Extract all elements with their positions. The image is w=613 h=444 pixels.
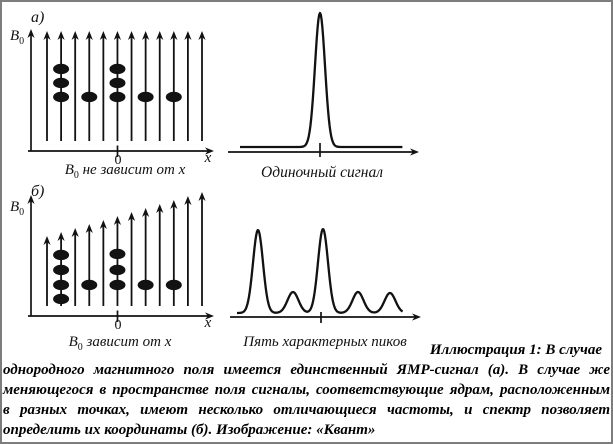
figure-caption-line: определить их координаты (б). Изображени… <box>3 422 376 438</box>
field-panel-a <box>27 29 214 157</box>
field-arrowhead <box>57 232 65 241</box>
signal-panel-single <box>228 11 419 157</box>
nucleus-dot <box>53 91 70 103</box>
field-arrowhead <box>142 208 150 217</box>
panel-b-caption-sub: 0 <box>77 342 83 353</box>
figure-caption: Иллюстрация 1: В случае однородного магн… <box>3 340 610 440</box>
panel-b-field-label: B0 <box>10 199 25 218</box>
nucleus-dot <box>53 279 70 291</box>
panel-b-caption-base: B <box>68 334 78 350</box>
field-arrowhead <box>198 31 206 40</box>
nucleus-dot <box>53 264 70 276</box>
signal-b-caption: Пять характерных пиков <box>243 334 407 350</box>
panel-b-field-label-sub: 0 <box>19 207 25 218</box>
panel-a-field-label-sub: 0 <box>19 36 25 47</box>
field-arrowhead <box>71 31 79 40</box>
panel-a-origin-label: 0 <box>114 153 122 168</box>
nucleus-dot <box>165 279 182 291</box>
panel-a-field-label: B0 <box>10 28 25 47</box>
figure-caption-line: однородного магнитного поля имеется един… <box>3 362 610 378</box>
panel-a-x-axis-label: x <box>204 150 212 166</box>
field-arrowhead <box>113 216 122 225</box>
figure-caption-line: Иллюстрация 1: В случае <box>429 342 602 358</box>
field-arrowhead <box>127 212 136 221</box>
axis-arrowhead <box>410 148 419 156</box>
nucleus-dot <box>137 91 154 103</box>
nucleus-dot <box>109 248 126 260</box>
panel-a-caption-base: B <box>64 162 74 178</box>
field-panel-b-nuclei <box>53 248 182 305</box>
nucleus-dot <box>53 77 70 89</box>
panel-a-caption-rest: не зависит от x <box>78 162 186 178</box>
field-panel-b <box>27 192 214 322</box>
field-arrowhead <box>198 192 206 201</box>
nmr-diagram-svg <box>27 11 421 323</box>
field-arrowhead <box>99 220 107 229</box>
nucleus-dot <box>109 77 126 89</box>
figure-caption-line: в разных точках, имеют несколько отличаю… <box>3 402 610 418</box>
axis-arrowhead <box>27 195 35 204</box>
field-arrowhead <box>113 31 122 40</box>
axis-arrowhead <box>412 313 421 321</box>
field-arrowhead <box>99 31 107 40</box>
field-arrowhead <box>156 31 164 40</box>
field-arrowhead <box>142 31 150 40</box>
axis-arrowhead <box>205 147 214 155</box>
nucleus-dot <box>109 91 126 103</box>
field-arrowhead <box>170 31 178 40</box>
field-arrowhead <box>57 31 65 40</box>
signal-panel-five-peaks <box>230 228 421 323</box>
panel-b-caption-rest: зависит от x <box>82 334 172 350</box>
signal-a-caption: Одиночный сигнал <box>261 164 383 181</box>
nucleus-dot <box>137 279 154 291</box>
panel-a-field-label-base: B <box>10 28 20 44</box>
nucleus-dot <box>53 293 70 305</box>
field-panel-a-y-axis <box>27 29 35 151</box>
nucleus-dot <box>81 279 98 291</box>
field-panel-a-nuclei <box>53 63 182 103</box>
field-arrowhead <box>156 204 164 213</box>
field-panel-a-field-arrows <box>43 31 206 141</box>
panel-b-field-label-base: B <box>10 199 20 215</box>
field-arrowhead <box>85 224 93 233</box>
nucleus-dot <box>53 63 70 75</box>
nucleus-dot <box>109 279 126 291</box>
field-arrowhead <box>184 31 192 40</box>
nucleus-dot <box>81 91 98 103</box>
field-arrowhead <box>170 200 178 209</box>
panel-b-origin-label: 0 <box>114 318 122 333</box>
nucleus-dot <box>109 264 126 276</box>
field-panel-b-y-axis <box>27 195 35 316</box>
axis-arrowhead <box>27 29 35 38</box>
panel-a-caption-sub: 0 <box>73 170 79 181</box>
field-arrowhead <box>71 228 79 237</box>
signal-panel-five-peaks-curve <box>236 228 404 315</box>
panel-b-x-axis-label: x <box>204 315 212 331</box>
nucleus-dot <box>53 249 70 261</box>
panel-a-caption: B0 не зависит от x <box>15 162 235 181</box>
panel-a-tag: а) <box>31 9 45 26</box>
nucleus-dot <box>165 91 182 103</box>
field-panel-b-field-arrows <box>43 192 206 306</box>
field-arrowhead <box>127 31 136 40</box>
signal-panel-single-curve <box>239 11 403 149</box>
field-arrowhead <box>85 31 93 40</box>
nucleus-dot <box>109 63 126 75</box>
field-arrowhead <box>43 31 51 40</box>
panel-b-caption: B0 зависит от x <box>12 334 228 353</box>
figure-caption-line: меняющегося в пространстве поля сигналы,… <box>3 382 610 398</box>
panel-b-tag: б) <box>31 183 45 200</box>
field-arrowhead <box>184 196 192 205</box>
field-arrowhead <box>43 236 51 245</box>
axis-arrowhead <box>205 312 214 320</box>
